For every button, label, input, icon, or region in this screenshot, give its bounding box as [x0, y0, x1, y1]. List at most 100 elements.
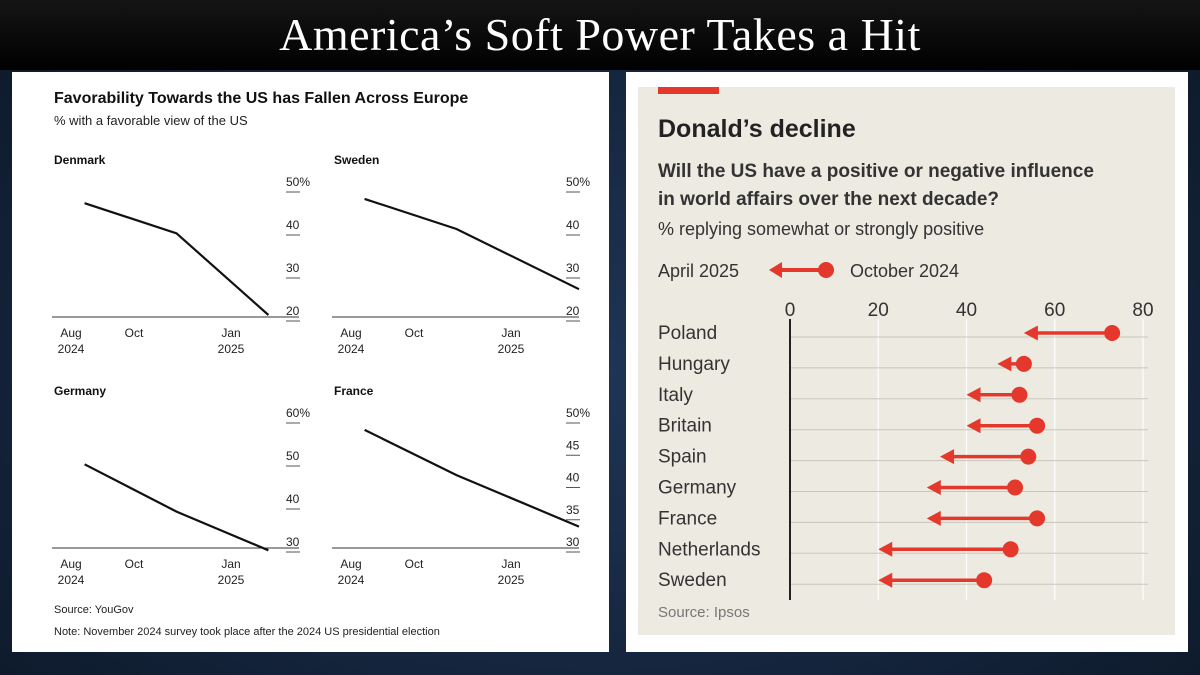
- france-y-tick-label: 30: [566, 535, 580, 549]
- sweden-x-tick-label: Oct: [405, 326, 424, 340]
- germany-y-tick-label: 60%: [286, 406, 310, 420]
- country-label-germany: Germany: [658, 478, 737, 499]
- right-chart-subtitle: % replying somewhat or strongly positive: [658, 219, 984, 239]
- influence-panel: Donald’s decline Will the US have a posi…: [626, 72, 1188, 652]
- country-label-sweden: Sweden: [658, 570, 727, 591]
- arrow-italy: [966, 386, 1028, 403]
- arrow-spain: [940, 448, 1037, 465]
- denmark-x-tick-label: Oct: [125, 326, 144, 340]
- start-dot-hungary: [1015, 355, 1032, 372]
- denmark-y-tick-label: 50%: [286, 175, 310, 189]
- france-y-tick-label: 35: [566, 503, 580, 517]
- legend-arrow: [769, 262, 834, 278]
- sweden-chart-title: Sweden: [334, 153, 379, 167]
- question-line-1: Will the US have a positive or negative …: [658, 161, 1094, 182]
- arrow-head-germany: [926, 480, 941, 495]
- germany-x-tick-label: Oct: [125, 557, 144, 571]
- denmark-x-tick-label: Jan: [221, 326, 240, 340]
- right-chart-title: Donald’s decline: [658, 115, 856, 143]
- sweden-series-line: [364, 197, 580, 291]
- start-dot-sweden: [976, 572, 993, 589]
- country-label-britain: Britain: [658, 416, 712, 437]
- accent-bar: [658, 87, 719, 94]
- germany-x-tick-label: Jan: [221, 557, 240, 571]
- x-tick-label: 80: [1132, 300, 1153, 321]
- arrow-head-france: [926, 510, 941, 526]
- favorability-small-multiples: Favorability Towards the US has Fallen A…: [52, 90, 590, 638]
- right-chart-source: Source: Ipsos: [658, 604, 750, 621]
- legend-label-october-2024: October 2024: [850, 261, 959, 281]
- start-dot-spain: [1020, 448, 1037, 465]
- germany-x-tick-year: 2025: [218, 573, 245, 587]
- start-dot-france: [1029, 510, 1046, 527]
- denmark-x-tick-year: 2025: [218, 342, 245, 356]
- x-tick-label: 20: [868, 300, 889, 321]
- arrow-head-britain: [966, 418, 981, 434]
- sweden-x-tick-year: 2024: [338, 342, 365, 356]
- germany-y-tick-label: 30: [286, 535, 300, 549]
- arrow-head-hungary: [997, 356, 1012, 372]
- germany-chart: Germany 60% 50 40 30 Aug 2024 Oct Jan 2025: [52, 384, 310, 587]
- france-x-tick-year: 2024: [338, 573, 365, 587]
- start-dot-germany: [1007, 479, 1024, 496]
- start-dot-italy: [1011, 386, 1028, 403]
- arrow-sweden: [878, 572, 993, 589]
- arrow-germany: [926, 479, 1024, 496]
- arrow-netherlands: [878, 541, 1019, 558]
- arrow-head-sweden: [878, 572, 893, 588]
- denmark-y-tick-label: 30: [286, 261, 300, 275]
- france-chart: France 50% 45 40 35 30 Aug 2024 Oct Jan 2025: [332, 384, 590, 587]
- france-y-tick-label: 50%: [566, 406, 590, 420]
- arrow-france: [926, 510, 1046, 527]
- france-x-tick-label: Aug: [340, 557, 361, 571]
- sweden-x-tick-year: 2025: [498, 342, 525, 356]
- arrow-head-poland: [1023, 325, 1038, 341]
- favorability-panel: Favorability Towards the US has Fallen A…: [12, 72, 609, 652]
- arrow-head-spain: [940, 449, 955, 465]
- france-y-tick-label: 40: [566, 471, 580, 485]
- france-series-line: [364, 428, 580, 528]
- country-label-netherlands: Netherlands: [658, 539, 760, 560]
- country-label-france: France: [658, 508, 717, 529]
- germany-y-tick-label: 50: [286, 449, 300, 463]
- left-chart-subtitle: % with a favorable view of the US: [54, 113, 248, 128]
- influence-arrow-chart: Donald’s decline Will the US have a posi…: [658, 87, 1154, 621]
- denmark-x-tick-year: 2024: [58, 342, 85, 356]
- arrow-poland: [1023, 325, 1121, 341]
- denmark-y-tick-label: 40: [286, 218, 300, 232]
- x-tick-label: 0: [785, 300, 796, 321]
- left-chart-note: Note: November 2024 survey took place af…: [54, 626, 440, 638]
- arrow-head-italy: [966, 387, 981, 403]
- arrow-hungary: [997, 355, 1032, 372]
- france-chart-title: France: [334, 384, 374, 398]
- start-dot-poland: [1104, 325, 1121, 341]
- sweden-chart: Sweden 50% 40 30 20 Aug 2024 Oct Jan 2025: [332, 153, 590, 356]
- denmark-chart-title: Denmark: [54, 153, 106, 167]
- left-chart-source: Source: YouGov: [54, 604, 134, 616]
- banner-title: America’s Soft Power Takes a Hit: [0, 0, 1200, 70]
- arrow-britain: [966, 417, 1046, 434]
- start-dot-netherlands: [1002, 541, 1019, 558]
- country-label-spain: Spain: [658, 447, 707, 468]
- country-label-italy: Italy: [658, 385, 693, 406]
- denmark-chart: Denmark 50% 40 30 20 Aug 2024 Oct Jan 2025: [52, 153, 310, 356]
- legend-label-april-2025: April 2025: [658, 261, 739, 281]
- france-y-tick-label: 45: [566, 438, 580, 452]
- germany-chart-title: Germany: [54, 384, 106, 398]
- arrow-chart-plot: 0 20 40 60 80 Poland Hungary Italy Britain Spain G…: [658, 300, 1154, 600]
- sweden-x-tick-label: Jan: [501, 326, 520, 340]
- germany-series-line: [84, 463, 269, 552]
- france-x-tick-label: Oct: [405, 557, 424, 571]
- country-label-poland: Poland: [658, 323, 717, 344]
- denmark-y-tick-label: 20: [286, 304, 300, 318]
- germany-y-tick-label: 40: [286, 492, 300, 506]
- germany-x-tick-year: 2024: [58, 573, 85, 587]
- start-dot-britain: [1029, 417, 1046, 434]
- sweden-y-tick-label: 40: [566, 218, 580, 232]
- sweden-y-tick-label: 30: [566, 261, 580, 275]
- x-tick-label: 40: [956, 300, 977, 321]
- influence-card: Donald’s decline Will the US have a posi…: [638, 87, 1175, 635]
- arrow-head-netherlands: [878, 541, 893, 557]
- germany-x-tick-label: Aug: [60, 557, 81, 571]
- question-line-2: in world affairs over the next decade?: [658, 189, 999, 210]
